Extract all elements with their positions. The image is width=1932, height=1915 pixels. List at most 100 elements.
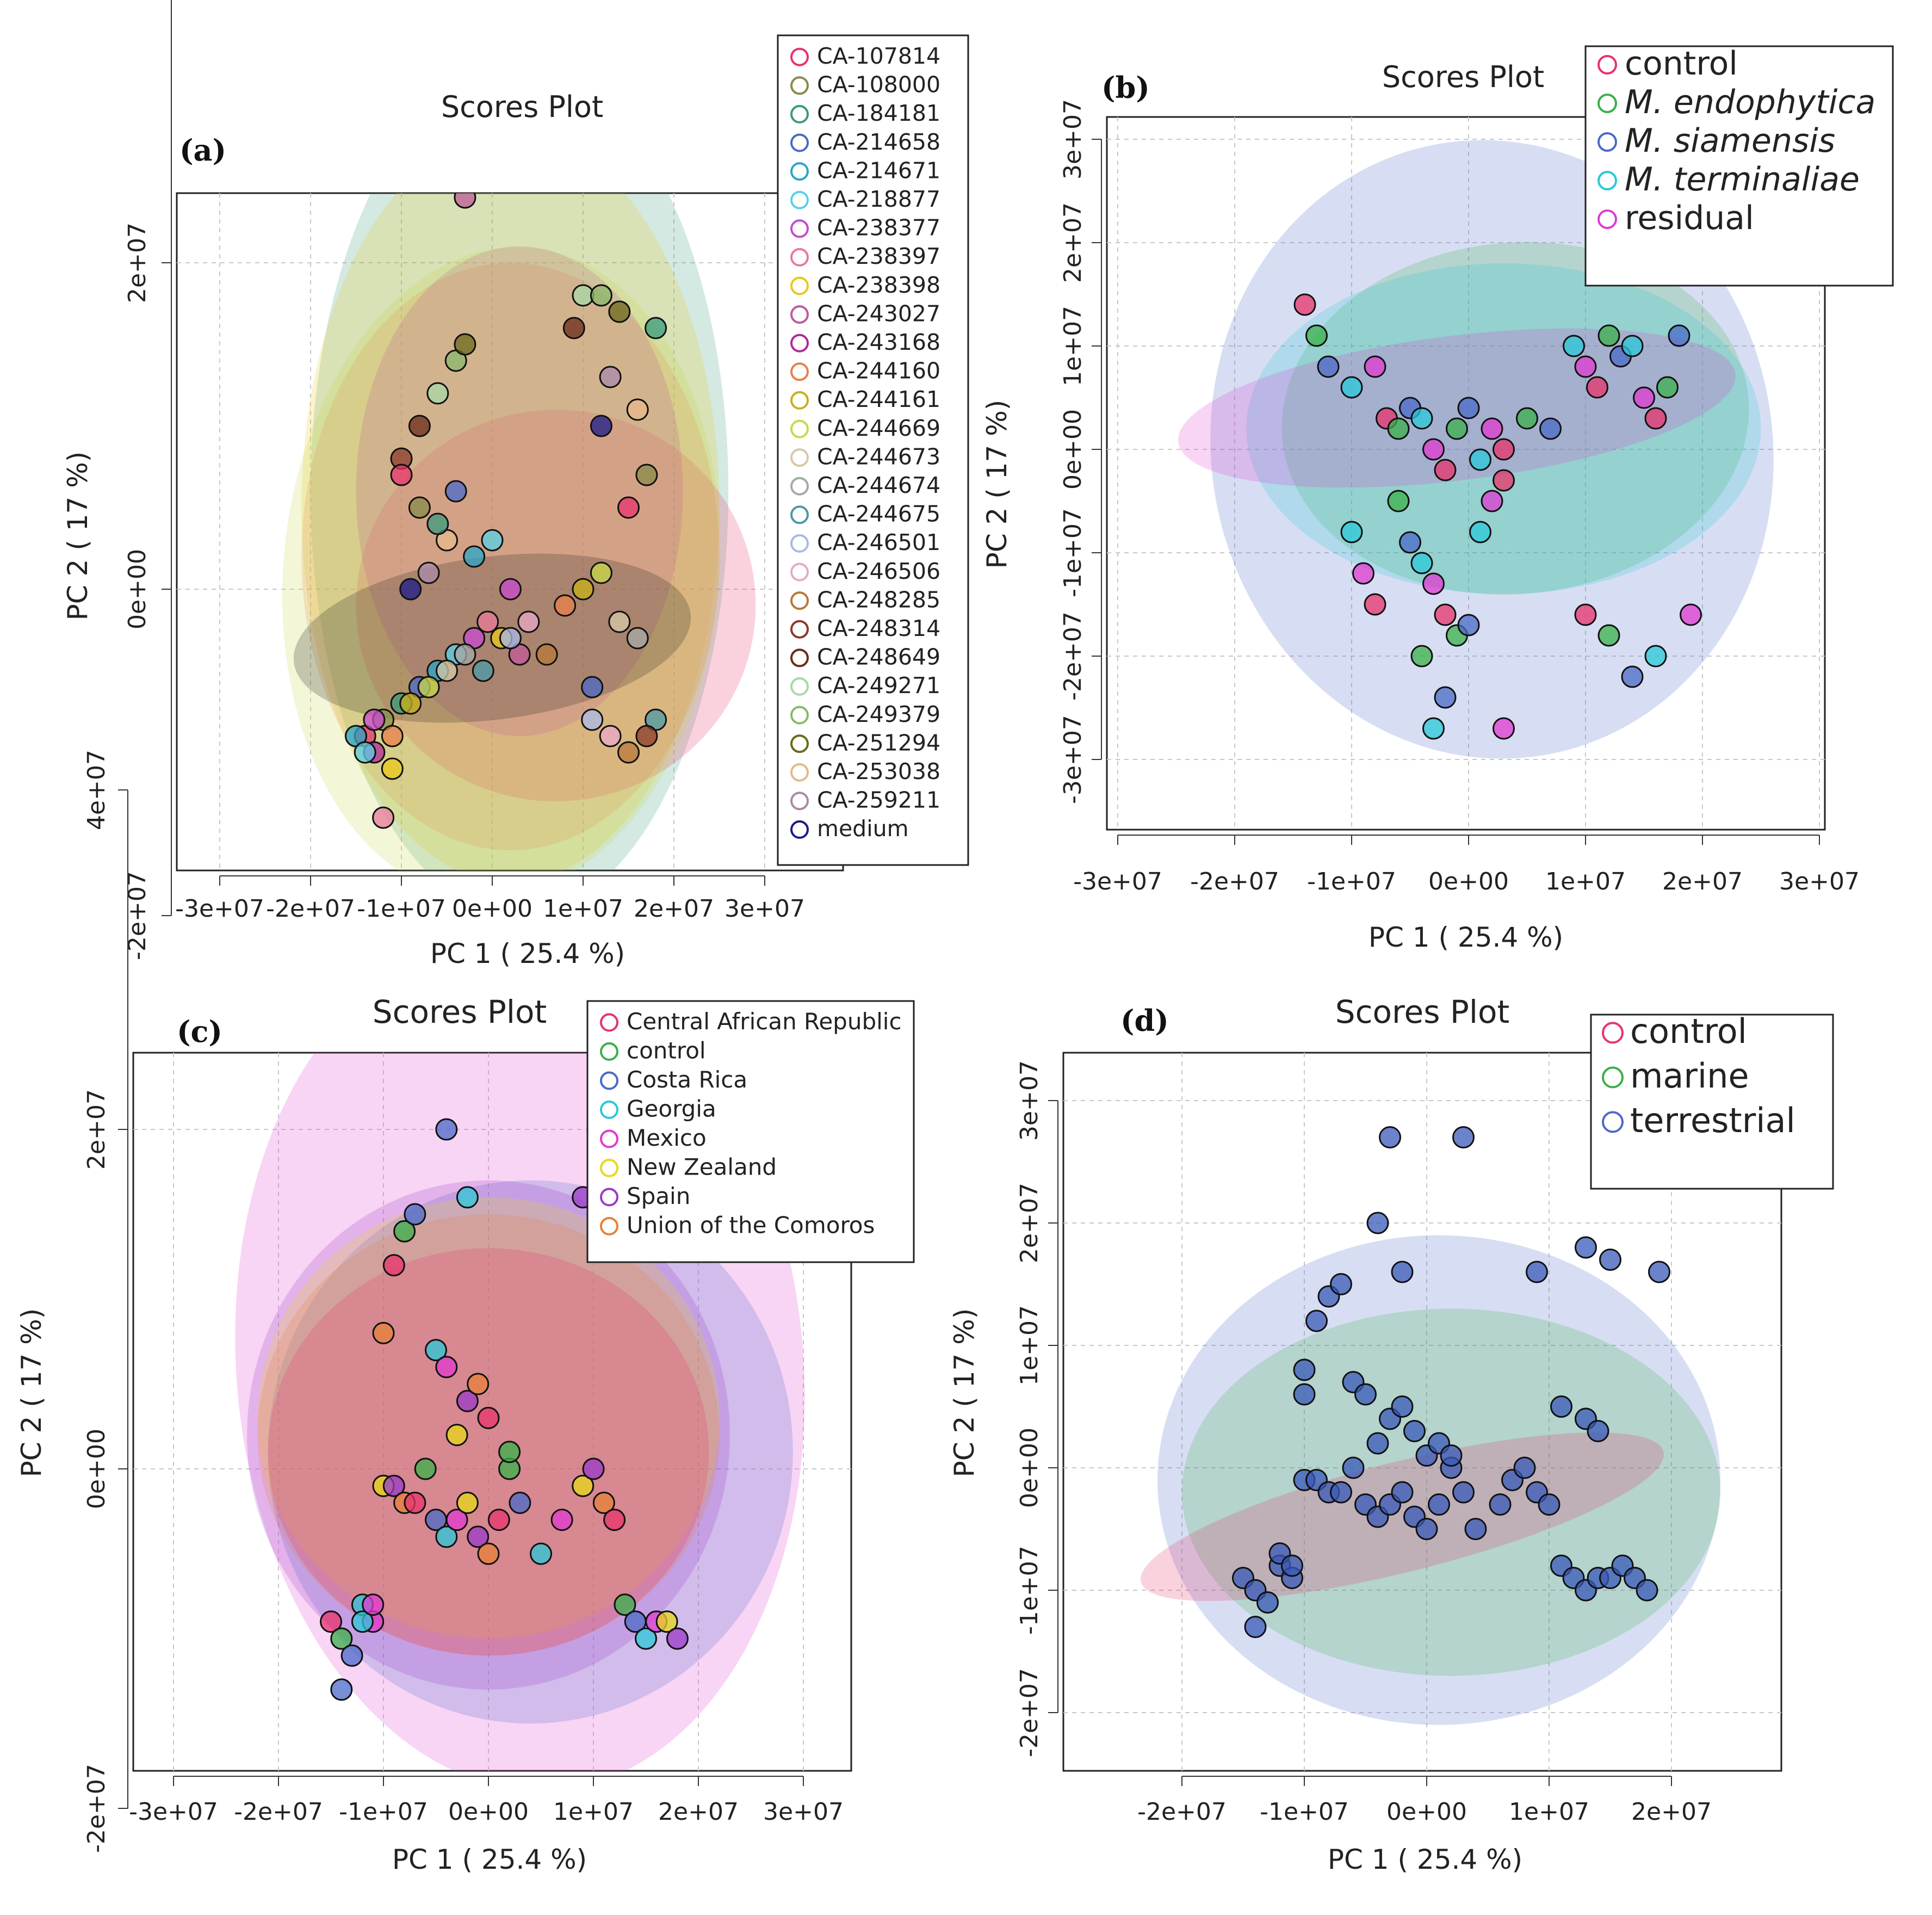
legend-marker	[790, 190, 809, 209]
legend-label: CA-108000	[817, 72, 940, 98]
data-point	[1434, 603, 1457, 626]
legend-label: Georgia	[627, 1096, 716, 1122]
data-point	[1256, 1591, 1279, 1614]
data-point	[1457, 614, 1480, 637]
panel-label: (b)	[1101, 70, 1150, 105]
data-point	[1340, 376, 1363, 399]
data-point	[1391, 1261, 1414, 1283]
x-tick-label: 2e+07	[1662, 868, 1743, 895]
data-point	[1513, 1456, 1536, 1479]
data-point	[417, 676, 440, 699]
y-axis: -2e+07 0e+00 2e+07 4e+07	[83, 750, 128, 1853]
legend-marker	[1602, 1111, 1624, 1133]
data-point	[425, 1339, 447, 1362]
confidence-ellipse	[268, 1180, 793, 1724]
data-point	[408, 496, 431, 519]
data-point	[1415, 1518, 1438, 1540]
x-tick-label: 2e+07	[634, 895, 714, 923]
legend-label: New Zealand	[627, 1154, 777, 1181]
x-tick-label: 1e+07	[553, 1798, 634, 1826]
data-point	[399, 578, 422, 601]
data-point	[330, 1627, 353, 1650]
legend-label: medium	[817, 816, 909, 842]
x-tick-label: -3e+07	[1073, 868, 1162, 895]
x-tick-label: 0e+00	[448, 1798, 529, 1826]
data-point	[381, 757, 404, 780]
data-point	[456, 1186, 479, 1209]
data-point	[1387, 417, 1410, 440]
data-point	[1244, 1616, 1267, 1638]
data-point	[655, 1610, 678, 1633]
legend-marker	[790, 734, 809, 753]
legend-label: CA-244674	[817, 472, 940, 498]
data-point	[1457, 397, 1480, 419]
data-point	[626, 398, 649, 421]
data-point	[635, 464, 658, 486]
legend-label: Spain	[627, 1183, 690, 1209]
data-point	[635, 1627, 657, 1650]
data-point	[1403, 1420, 1426, 1442]
data-point	[436, 659, 458, 682]
data-point	[404, 1491, 426, 1514]
y-tick-label: 0e+00	[83, 1429, 110, 1509]
data-point	[351, 1610, 374, 1633]
legend-marker	[600, 1042, 618, 1061]
x-tick-label: 3e+07	[725, 895, 805, 923]
chart-title: Scores Plot	[441, 90, 603, 124]
legend-label: residual	[1625, 199, 1754, 237]
legend-marker	[1597, 55, 1617, 75]
data-point	[414, 1457, 437, 1480]
legend-label: CA-249271	[817, 672, 940, 699]
legend-marker	[1597, 171, 1617, 190]
legend-marker	[1597, 94, 1617, 113]
panel-a: -3e+07 -2e+07 -1e+07 0e+00 1e+07 2e+07 3e+07-2…	[62, 0, 969, 969]
data-point	[1410, 407, 1433, 430]
data-point	[1366, 1432, 1389, 1455]
y-axis-label: PC 2 ( 17 %)	[62, 452, 94, 621]
data-point	[1399, 531, 1421, 554]
data-point	[404, 1203, 426, 1226]
legend-marker	[600, 1188, 618, 1207]
data-point	[1539, 417, 1562, 440]
data-point	[1340, 521, 1363, 543]
data-point	[1538, 1493, 1561, 1516]
data-point	[590, 284, 612, 307]
legend-marker	[790, 47, 809, 66]
legend-label: M. terminaliae	[1625, 160, 1860, 199]
y-axis-label: PC 2 ( 17 %)	[981, 400, 1013, 569]
legend-marker	[1597, 132, 1617, 152]
confidence-ellipse	[257, 1214, 720, 1656]
legend-marker	[790, 505, 809, 524]
data-point	[444, 480, 467, 503]
data-point	[1469, 521, 1491, 543]
x-axis-label: PC 1 ( 25.4 %)	[430, 938, 625, 969]
x-axis: -3e+07 -2e+07 -1e+07 0e+00 1e+07 2e+07 3e+07	[175, 875, 805, 923]
legend: CA-107814CA-108000CA-184181CA-214658CA-2…	[777, 34, 969, 866]
x-tick-label: -1e+07	[357, 895, 446, 923]
panel-d: -2e+07 -1e+07 0e+00 1e+07 2e+07 -2e+07 -1e+07 0…	[949, 993, 1834, 1875]
x-tick-label: -1e+07	[339, 1798, 428, 1826]
legend-label: control	[1630, 1011, 1747, 1051]
legend-label: Union of the Comoros	[627, 1212, 875, 1239]
data-point	[581, 676, 604, 699]
legend-marker	[600, 1100, 618, 1119]
data-point	[456, 1491, 479, 1514]
data-point	[445, 1424, 468, 1447]
data-point	[626, 627, 649, 650]
legend-marker	[790, 133, 809, 152]
legend-marker	[790, 648, 809, 668]
legend-label: CA-259211	[817, 787, 940, 813]
legend-marker	[790, 362, 809, 381]
data-point	[1293, 1383, 1316, 1406]
legend-label: CA-243027	[817, 300, 940, 326]
data-point	[463, 545, 486, 568]
legend-label: CA-244675	[817, 501, 940, 527]
y-tick-label: 3e+07	[1059, 99, 1087, 180]
x-axis: -3e+07 -2e+07 -1e+07 0e+00 1e+07 2e+07 3e+07	[1073, 835, 1860, 895]
data-point	[1644, 407, 1667, 430]
data-point	[1410, 645, 1433, 668]
data-point	[1354, 1383, 1377, 1406]
legend-marker	[790, 76, 809, 95]
legend-marker	[790, 448, 809, 467]
